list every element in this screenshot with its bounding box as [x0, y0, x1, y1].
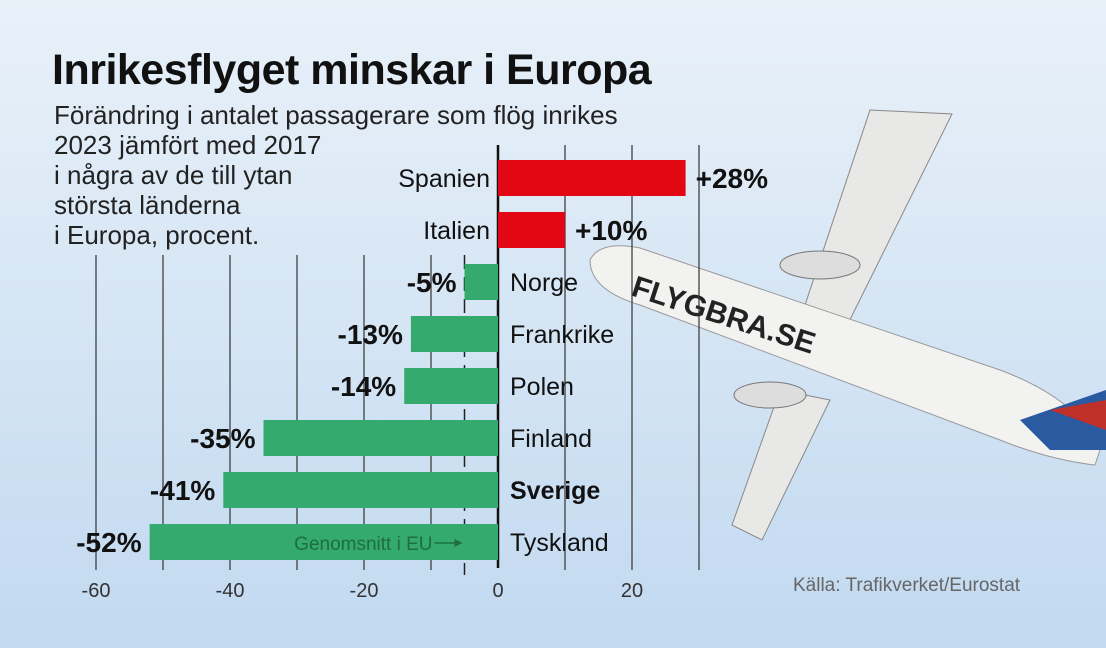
category-label: Frankrike: [510, 321, 614, 349]
chart-title: Inrikesflyget minskar i Europa: [52, 46, 652, 94]
subtitle-line: 2023 jämfört med 2017: [54, 130, 322, 160]
value-label: +10%: [575, 215, 647, 246]
value-label: -35%: [190, 423, 255, 454]
value-label: -52%: [76, 527, 141, 558]
value-label: -13%: [338, 319, 403, 350]
value-label: -14%: [331, 371, 396, 402]
reference-arrowhead: [454, 539, 463, 547]
category-label: Norge: [510, 269, 578, 297]
x-tick-label: -60: [82, 580, 111, 602]
bar: [498, 160, 686, 196]
bar: [464, 264, 498, 300]
x-tick-label: 20: [621, 580, 643, 602]
value-label: -5%: [407, 267, 457, 298]
category-label: Tyskland: [510, 529, 609, 557]
category-label: Spanien: [398, 165, 490, 193]
airplane-image: FLYGBRA.SE: [589, 109, 1106, 541]
bar: [404, 368, 498, 404]
source-note: Källa: Trafikverket/Eurostat: [793, 575, 1021, 596]
x-tick-label: -40: [216, 580, 245, 602]
bar: [410, 316, 498, 352]
subtitle-line: Förändring i antalet passagerare som flö…: [54, 100, 618, 130]
value-label: -41%: [150, 475, 215, 506]
value-label: +28%: [696, 163, 768, 194]
bar: [149, 524, 498, 560]
subtitle-line: i några av de till ytan: [54, 160, 293, 190]
category-label: Italien: [423, 217, 490, 245]
bar: [223, 472, 499, 508]
x-tick-label: 0: [492, 580, 503, 602]
reference-label: Genomsnitt i EU: [294, 534, 432, 555]
category-label: Finland: [510, 425, 592, 453]
category-label: Sverige: [510, 477, 600, 505]
category-label: Polen: [510, 373, 574, 401]
bar: [498, 212, 565, 248]
bar: [263, 420, 498, 456]
subtitle-line: största länderna: [54, 190, 241, 220]
x-tick-label: -20: [350, 580, 379, 602]
subtitle-line: i Europa, procent.: [54, 220, 260, 250]
